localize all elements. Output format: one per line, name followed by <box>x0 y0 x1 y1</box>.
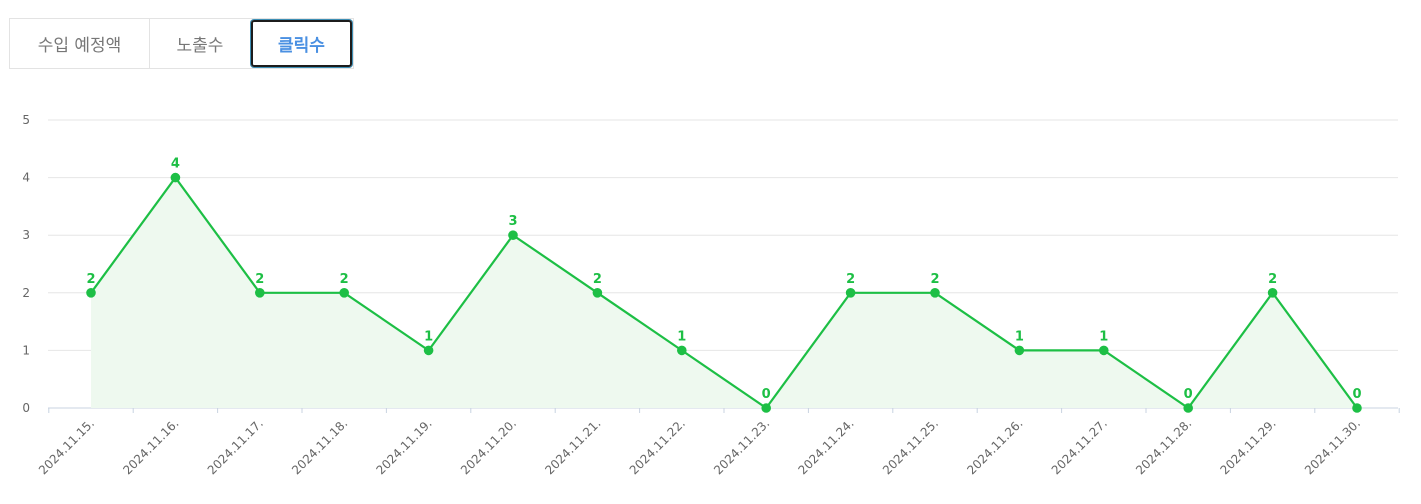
series-line <box>90 175 1358 410</box>
y-tick-label: 0 <box>22 401 30 415</box>
data-point <box>508 230 518 240</box>
data-label: 2 <box>1268 272 1277 287</box>
data-label: 1 <box>424 329 433 344</box>
x-tick-label: 2024.11.15. <box>36 416 97 477</box>
tab-expected-revenue[interactable]: 수입 예정액 <box>37 36 122 56</box>
data-point <box>1267 288 1278 298</box>
x-tick-label: 2024.11.26. <box>964 416 1025 477</box>
data-point <box>592 288 603 298</box>
data-point <box>1352 403 1362 413</box>
data-label: 1 <box>677 329 686 344</box>
y-tick-label: 4 <box>22 171 30 185</box>
x-tick-label: 2024.11.28. <box>1133 416 1194 477</box>
metric-tab-group: 수입 예정액 노출수 클릭수 <box>9 18 354 69</box>
data-label: 2 <box>593 272 602 287</box>
data-point <box>86 288 96 298</box>
x-tick-label: 2024.11.25. <box>880 416 941 477</box>
data-label: 0 <box>1352 387 1361 402</box>
data-point <box>339 288 350 298</box>
data-label: 2 <box>340 272 349 287</box>
data-label: 1 <box>1015 329 1024 344</box>
data-point <box>1014 345 1025 356</box>
data-point <box>423 345 434 356</box>
x-tick-label: 2024.11.21. <box>542 416 603 477</box>
y-tick-label: 3 <box>22 228 30 242</box>
data-label: 2 <box>86 272 95 287</box>
data-label: 1 <box>1099 329 1108 344</box>
data-label: 2 <box>255 272 264 287</box>
data-point <box>170 172 181 183</box>
x-tick-label: 2024.11.22. <box>627 416 688 477</box>
x-tick-label: 2024.11.18. <box>289 416 350 477</box>
x-tick-label: 2024.11.20. <box>458 416 519 477</box>
data-point <box>761 403 771 413</box>
data-point <box>1183 403 1193 413</box>
x-tick-label: 2024.11.19. <box>374 416 435 477</box>
data-label: 3 <box>508 214 517 229</box>
data-label: 4 <box>171 157 180 172</box>
x-tick-label: 2024.11.24. <box>796 416 857 477</box>
data-point <box>1099 345 1109 356</box>
x-tick-label: 2024.11.23. <box>711 416 772 477</box>
data-point <box>254 288 265 298</box>
data-label: 0 <box>1184 387 1193 402</box>
data-point <box>677 345 687 356</box>
data-point <box>845 288 856 298</box>
data-label: 2 <box>930 272 939 287</box>
data-label: 2 <box>846 272 855 287</box>
x-tick-label: 2024.11.16. <box>120 416 181 477</box>
y-tick-label: 2 <box>22 286 30 300</box>
y-tick-label: 5 <box>22 113 30 127</box>
y-tick-label: 1 <box>22 343 30 357</box>
tab-clicks[interactable]: 클릭수 <box>251 20 352 67</box>
x-tick-label: 2024.11.27. <box>1049 416 1110 477</box>
tab-impressions[interactable]: 노출수 <box>149 19 250 68</box>
x-tick-label: 2024.11.30. <box>1302 416 1363 477</box>
data-point <box>930 288 940 298</box>
data-label: 0 <box>762 387 771 402</box>
x-tick-label: 2024.11.17. <box>205 416 266 477</box>
x-tick-label: 2024.11.29. <box>1218 416 1279 477</box>
